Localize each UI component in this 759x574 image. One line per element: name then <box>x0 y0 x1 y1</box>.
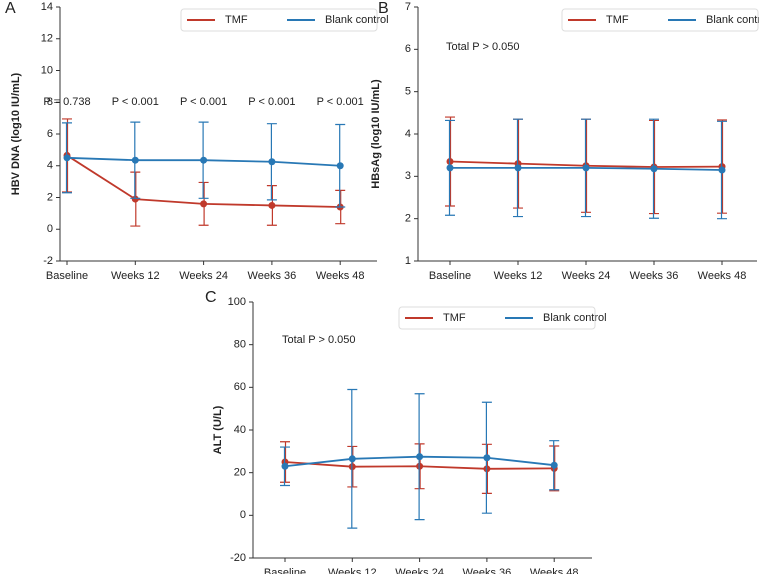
marker <box>416 453 424 461</box>
p-value: Total P > 0.050 <box>282 334 356 346</box>
y-tick-label: 6 <box>405 43 411 55</box>
y-tick-label: 20 <box>234 467 246 479</box>
y-tick-label: 2 <box>47 191 53 203</box>
y-tick-label: 14 <box>41 1 53 13</box>
x-tick-label: Weeks 24 <box>395 567 444 574</box>
x-tick-label: Weeks 48 <box>316 270 365 282</box>
marker <box>582 164 590 172</box>
y-tick-label: 0 <box>240 509 246 521</box>
y-tick-label: 40 <box>234 424 246 436</box>
marker <box>718 166 726 174</box>
legend-box <box>398 306 596 330</box>
legend-box <box>561 8 759 32</box>
marker <box>550 461 558 469</box>
y-tick-label: 4 <box>47 160 53 172</box>
legend-label: TMF <box>443 312 466 324</box>
p-value: P < 0.001 <box>112 96 159 108</box>
marker <box>281 462 289 470</box>
legend-label: Blank control <box>543 312 607 324</box>
p-value: P < 0.001 <box>180 96 227 108</box>
x-tick-label: Weeks 12 <box>111 270 160 282</box>
x-tick-label: Weeks 36 <box>463 567 512 574</box>
marker <box>348 455 356 463</box>
y-tick-label: 4 <box>405 128 411 140</box>
marker <box>268 158 276 166</box>
marker <box>131 156 139 164</box>
y-tick-label: 100 <box>228 296 246 308</box>
marker <box>336 162 344 170</box>
y-tick-label: 0 <box>47 223 53 235</box>
marker <box>650 165 658 173</box>
p-value: P < 0.001 <box>317 96 364 108</box>
y-tick-label: 12 <box>41 33 53 45</box>
p-value: Total P > 0.050 <box>446 41 520 53</box>
x-tick-label: Baseline <box>46 270 88 282</box>
legend-label: Blank control <box>325 14 389 26</box>
legend-label: Blank control <box>706 14 759 26</box>
x-tick-label: Baseline <box>429 270 471 282</box>
y-tick-label: -2 <box>43 255 53 267</box>
y-tick-label: 2 <box>405 213 411 225</box>
y-tick-label: 3 <box>405 170 411 182</box>
y-tick-label: 10 <box>41 64 53 76</box>
y-tick-label: 6 <box>47 128 53 140</box>
p-value: P < 0.001 <box>248 96 295 108</box>
y-tick-label: 1 <box>405 255 411 267</box>
marker <box>63 154 71 162</box>
marker <box>483 454 491 462</box>
x-tick-label: Baseline <box>264 567 306 574</box>
marker <box>131 195 139 203</box>
x-tick-label: Weeks 24 <box>179 270 228 282</box>
x-tick-label: Weeks 36 <box>630 270 679 282</box>
y-tick-label: 5 <box>405 86 411 98</box>
p-value: P = 0.738 <box>43 96 90 108</box>
x-tick-label: Weeks 48 <box>530 567 579 574</box>
x-tick-label: Weeks 12 <box>494 270 543 282</box>
y-tick-label: -20 <box>230 552 246 564</box>
x-tick-label: Weeks 48 <box>698 270 747 282</box>
panel-label: C <box>205 289 217 306</box>
x-tick-label: Weeks 36 <box>248 270 297 282</box>
y-axis-title: HBsAg (log10 IU/mL) <box>370 79 382 189</box>
y-tick-label: 8 <box>47 96 53 108</box>
legend-box <box>180 8 378 32</box>
panel-label: B <box>378 0 389 17</box>
marker <box>446 164 454 172</box>
marker <box>200 156 208 164</box>
panel-label: A <box>5 0 16 17</box>
x-tick-label: Weeks 12 <box>328 567 377 574</box>
y-tick-label: 80 <box>234 339 246 351</box>
y-tick-label: 60 <box>234 381 246 393</box>
legend-label: TMF <box>606 14 629 26</box>
y-tick-label: 7 <box>405 1 411 13</box>
legend-label: TMF <box>225 14 248 26</box>
marker <box>514 164 522 172</box>
y-axis-title: HBV DNA (log10 IU/mL) <box>10 72 22 195</box>
x-tick-label: Weeks 24 <box>562 270 611 282</box>
marker <box>200 200 208 208</box>
y-axis-title: ALT (U/L) <box>212 405 224 454</box>
marker <box>268 201 276 209</box>
